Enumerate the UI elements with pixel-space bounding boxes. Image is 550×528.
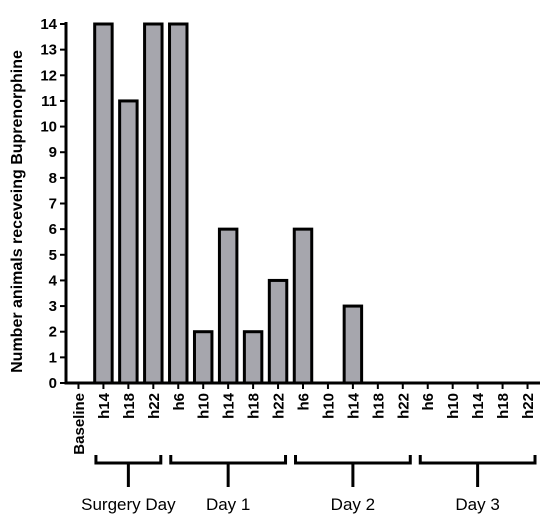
group-label: Day 1: [206, 495, 250, 514]
group-label: Surgery Day: [81, 495, 176, 514]
x-tick-label: h22: [146, 393, 163, 419]
x-tick-label: h6: [420, 393, 437, 411]
y-tick-label: 5: [49, 247, 57, 264]
x-tick-label: h14: [470, 392, 487, 419]
x-tick-label: h14: [221, 392, 238, 419]
bar-5: [192, 330, 214, 385]
y-axis-label: Number animals receveing Buprenorphine: [9, 50, 26, 373]
bar-11: [342, 304, 364, 385]
bar-4: [168, 22, 189, 385]
y-tick-label: 3: [49, 298, 57, 315]
bar-8: [267, 278, 289, 385]
y-tick-label: 4: [49, 272, 58, 289]
bar-9: [292, 227, 314, 385]
group-bracket-2: [294, 455, 412, 487]
y-tick-label: 0: [49, 375, 57, 392]
y-tick-label: 7: [49, 196, 57, 213]
bars-group: [93, 22, 364, 385]
x-tick-label: h14: [96, 392, 113, 419]
y-tick-label: 12: [40, 67, 57, 84]
x-axis: Baseline h14 h18 h22 h6 h10 h14 h18 h22 h6 h10 h14 h…: [64, 381, 540, 455]
bar-7: [242, 330, 264, 385]
y-tick-label: 13: [40, 42, 57, 59]
group-brackets: Surgery Day Day 1 Day 2 Day 3: [81, 455, 537, 514]
x-tick-label: Baseline: [71, 393, 88, 455]
bar-2: [118, 99, 139, 385]
group-bracket-0: [94, 455, 163, 487]
x-tick-label: h18: [370, 393, 387, 419]
group-bracket-3: [418, 455, 537, 487]
x-tick-label: h18: [495, 393, 512, 419]
bar-3: [143, 22, 164, 385]
y-tick-label: 14: [40, 16, 57, 33]
x-tick-label: h6: [296, 393, 313, 411]
x-tick-label: h14: [345, 392, 362, 419]
group-label: Day 2: [331, 495, 375, 514]
y-tick-label: 9: [49, 144, 57, 161]
y-tick-label: 1: [49, 349, 57, 366]
x-tick-label: h18: [246, 393, 263, 419]
y-tick-label: 10: [40, 119, 57, 136]
x-tick-label: h10: [445, 393, 462, 419]
y-tick-label: 8: [49, 170, 57, 187]
x-tick-label: h10: [196, 393, 213, 419]
x-tick-label: h22: [395, 393, 412, 419]
y-tick-label: 2: [49, 324, 57, 341]
group-bracket-1: [169, 455, 288, 487]
x-tick-label: h22: [271, 393, 288, 419]
y-tick-label: 6: [49, 221, 57, 238]
x-tick-label: h18: [121, 393, 138, 419]
bar-1: [93, 22, 114, 385]
y-tick-label: 11: [41, 93, 57, 110]
bar-6: [217, 227, 239, 385]
x-tick-label: h10: [320, 393, 337, 419]
x-tick-label: h6: [171, 393, 188, 411]
x-tick-label: h22: [520, 393, 537, 419]
group-label: Day 3: [455, 495, 499, 514]
